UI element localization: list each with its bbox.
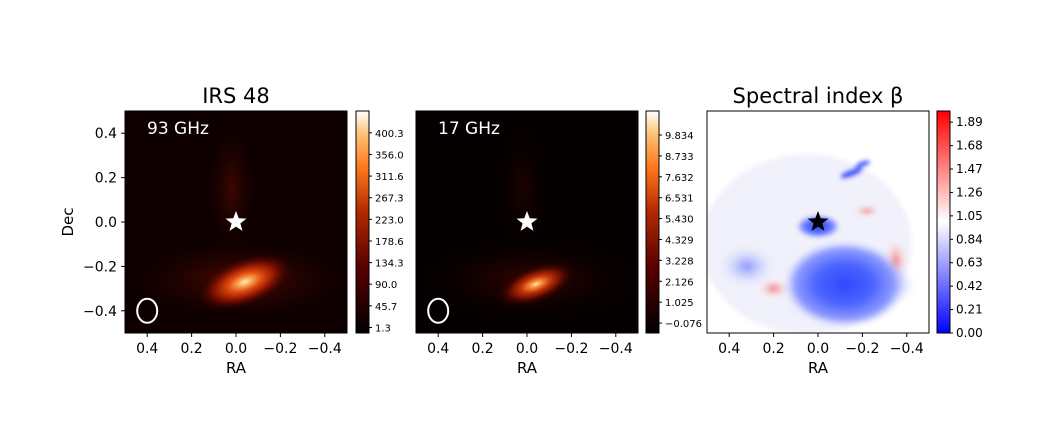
colorbar-tick-label: 0.84 xyxy=(956,232,983,246)
x-tick-label: 0.0 xyxy=(516,341,538,357)
x-tick-label: 0.2 xyxy=(471,341,493,357)
y-tick-label: 0.2 xyxy=(95,171,117,187)
y-axis-label: Dec xyxy=(59,207,77,236)
colorbar-tick-label: 9.834 xyxy=(665,131,694,142)
colorbar-tick-label: 5.430 xyxy=(665,215,694,226)
colorbar-tick-label: 45.7 xyxy=(375,302,397,313)
colorbar-tick-label: 8.733 xyxy=(665,152,694,163)
colorbar-tick-label: 1.89 xyxy=(956,115,983,129)
x-tick-label: 0.2 xyxy=(762,341,784,357)
colorbar xyxy=(645,110,660,334)
x-tick-label: −0.2 xyxy=(263,341,297,357)
beta-streak xyxy=(854,160,870,169)
x-tick-label: −0.2 xyxy=(554,341,588,357)
faint-jet-structure xyxy=(496,118,549,259)
x-tick-label: 0.4 xyxy=(136,341,158,357)
colorbar xyxy=(355,110,370,334)
y-tick-label: −0.2 xyxy=(83,259,117,275)
x-tick-label: −0.4 xyxy=(308,341,342,357)
y-tick-label: −0.4 xyxy=(83,304,117,320)
colorbar-tick-label: 90.0 xyxy=(375,280,397,291)
y-tick-label: 0.4 xyxy=(95,126,117,142)
x-tick-label: 0.4 xyxy=(718,341,740,357)
colorbar xyxy=(936,110,951,334)
beta-high-patch xyxy=(852,204,881,217)
colorbar-tick-label: 0.42 xyxy=(956,279,983,293)
colorbar-tick-label: 178.6 xyxy=(375,237,404,248)
x-tick-label: 0.0 xyxy=(225,341,247,357)
beam-ellipse xyxy=(427,297,450,324)
colorbar-tick-label: 400.3 xyxy=(375,129,404,140)
colorbar-tick-label: 1.05 xyxy=(956,209,983,223)
y-tick-label: 0.0 xyxy=(95,215,117,231)
colorbar-tick-label: 1.26 xyxy=(956,185,983,199)
beta-streak xyxy=(839,167,863,179)
panel-title: Spectral index β xyxy=(733,84,904,108)
x-axis-label: RA xyxy=(808,359,829,377)
colorbar-tick-label: 0.00 xyxy=(956,326,983,340)
star-marker xyxy=(225,211,247,231)
colorbar-tick-label: 134.3 xyxy=(375,259,404,270)
x-axis-label: RA xyxy=(517,359,538,377)
colorbar-tick-label: 4.329 xyxy=(665,235,694,246)
x-axis-label: RA xyxy=(226,359,247,377)
frequency-label: 93 GHz xyxy=(147,119,209,139)
colorbar-tick-label: 1.025 xyxy=(665,298,694,309)
panel-title: IRS 48 xyxy=(202,84,270,108)
colorbar-tick-label: 1.47 xyxy=(956,162,983,176)
colorbar-tick-label: 267.3 xyxy=(375,194,404,205)
x-tick-label: −0.4 xyxy=(890,341,924,357)
frequency-label: 17 GHz xyxy=(438,119,500,139)
colorbar-tick-label: 1.68 xyxy=(956,139,983,153)
colorbar-tick-label: 3.228 xyxy=(665,256,694,267)
colorbar-tick-label: 0.21 xyxy=(956,303,983,317)
x-tick-label: −0.4 xyxy=(599,341,633,357)
colorbar-tick-label: 6.531 xyxy=(665,194,694,205)
colorbar-tick-label: 356.0 xyxy=(375,150,404,161)
colorbar-tick-label: 311.6 xyxy=(375,172,404,183)
emission-core xyxy=(495,261,576,308)
x-tick-label: −0.2 xyxy=(845,341,879,357)
spectral-index-map xyxy=(707,154,918,333)
emission-core xyxy=(197,253,293,311)
colorbar-tick-label: 2.126 xyxy=(665,277,694,288)
colorbar-tick-label: 223.0 xyxy=(375,215,404,226)
colorbar-tick-label: 1.3 xyxy=(375,323,391,334)
beam-ellipse xyxy=(136,297,159,324)
x-tick-label: 0.2 xyxy=(180,341,202,357)
panel-3-image xyxy=(707,111,929,333)
colorbar-tick-label: 7.632 xyxy=(665,173,694,184)
colorbar-tick-label: −0.076 xyxy=(665,319,702,330)
colorbar-tick-label: 0.63 xyxy=(956,256,983,270)
x-tick-label: 0.4 xyxy=(427,341,449,357)
star-marker xyxy=(807,211,829,231)
star-marker xyxy=(516,211,538,231)
x-tick-label: 0.0 xyxy=(807,341,829,357)
beta-low-wing xyxy=(716,244,777,289)
panel-1-image xyxy=(125,111,347,333)
beta-minimum-region xyxy=(782,240,907,329)
faint-jet-structure xyxy=(205,118,258,259)
